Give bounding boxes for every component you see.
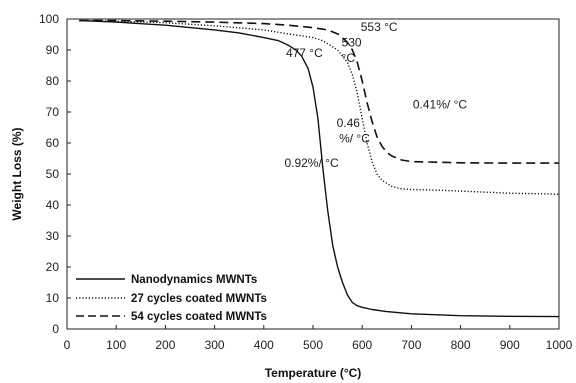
x-tick-label: 0 xyxy=(64,338,71,352)
y-tick-label: 90 xyxy=(46,43,60,57)
legend: Nanodynamics MWNTs 27 cycles coated MWNT… xyxy=(76,274,267,323)
annotation-label: °C xyxy=(342,51,356,65)
annotation-label: 477 °C xyxy=(286,46,323,60)
annotations-layer: 477 °C 530 °C 553 °C 0.41%/ °C 0.46%/ °C0.92%… xyxy=(284,20,467,170)
annotation-label: %/ °C xyxy=(339,131,370,145)
x-tick-label: 800 xyxy=(451,338,471,352)
y-tick-label: 20 xyxy=(46,260,60,274)
y-tick-label: 40 xyxy=(46,198,60,212)
y-tick-label: 50 xyxy=(46,167,60,181)
annotation-label: 0.46 xyxy=(337,116,361,130)
annotation-label: 553 °C xyxy=(361,20,398,34)
y-axis-ticks: 0 10 20 30 40 50 60 70 80 90 100 xyxy=(39,12,71,336)
series-line-dashed xyxy=(79,19,559,164)
x-tick-label: 1000 xyxy=(546,338,573,352)
y-tick-label: 30 xyxy=(46,229,60,243)
legend-label-27-cycles: 27 cycles coated MWNTs xyxy=(131,293,267,305)
y-tick-label: 10 xyxy=(46,291,60,305)
legend-label-54-cycles: 54 cycles coated MWNTs xyxy=(131,311,267,323)
annotation-label: 530 xyxy=(342,35,362,49)
y-tick-label: 100 xyxy=(39,12,59,26)
x-tick-label: 400 xyxy=(254,338,274,352)
series-layer xyxy=(79,19,560,318)
annotation-label: 0.92%/ °C xyxy=(284,156,338,170)
annotation-label: 0.41%/ °C xyxy=(413,97,467,111)
series-line-dotted xyxy=(79,19,560,195)
y-tick-label: 70 xyxy=(46,105,60,119)
legend-label-nanodynamics: Nanodynamics MWNTs xyxy=(131,274,257,286)
x-axis-ticks: 0 100 200 300 400 500 600 700 800 900 1000 xyxy=(64,325,573,352)
x-tick-label: 300 xyxy=(205,338,225,352)
y-tick-label: 0 xyxy=(52,322,59,336)
x-tick-label: 500 xyxy=(303,338,323,352)
x-axis-title: Temperature (°C) xyxy=(265,366,362,380)
y-tick-label: 60 xyxy=(46,136,60,150)
x-tick-label: 900 xyxy=(500,338,520,352)
x-tick-label: 100 xyxy=(106,338,126,352)
series-line-solid xyxy=(79,19,560,318)
x-tick-label: 600 xyxy=(352,338,372,352)
y-tick-label: 80 xyxy=(46,74,60,88)
y-axis-title: Weight Loss (%) xyxy=(10,127,24,220)
x-tick-label: 700 xyxy=(401,338,421,352)
x-tick-label: 200 xyxy=(155,338,175,352)
